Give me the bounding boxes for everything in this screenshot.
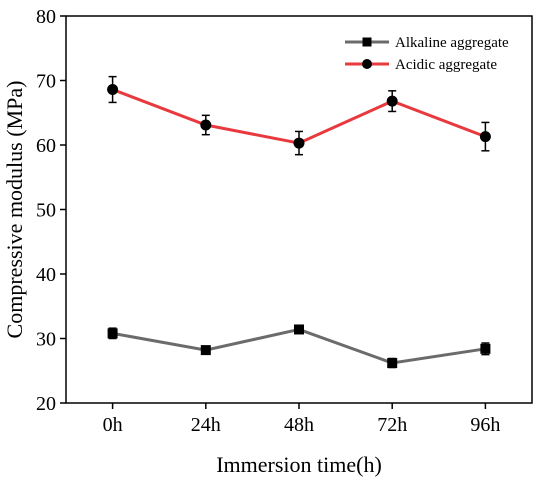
x-tick-label: 0h [103,414,123,436]
data-point [107,328,118,339]
x-axis-title: Immersion time(h) [216,452,382,477]
data-point [387,358,398,369]
y-tick-label: 50 [36,200,56,222]
data-point [107,84,119,96]
data-point [386,95,398,107]
plot-frame [65,15,533,404]
y-tick-label: 60 [36,135,56,157]
x-tick-label: 48h [284,414,314,436]
y-tick-label: 80 [36,6,56,28]
series-line [112,327,486,365]
y-tick-label: 20 [36,393,56,415]
data-point [293,137,305,149]
legend-item-1: Acidic aggregate [345,57,497,73]
data-point [479,131,491,143]
x-tick-label: 96h [470,414,500,436]
legend-label: Acidic aggregate [395,57,497,73]
legend-marker [362,59,372,69]
legend-item-0: Alkaline aggregate [345,35,509,51]
data-point [200,119,212,131]
y-axis-title: Compressive modulus (MPa) [2,81,27,339]
data-point [200,345,211,356]
x-tick-label: 72h [377,414,407,436]
series-1 [107,75,491,156]
legend-label: Alkaline aggregate [395,35,509,51]
x-tick-label: 24h [191,414,221,436]
data-point [294,324,304,335]
legend-marker [362,37,372,47]
y-tick-label: 40 [36,264,56,286]
series-0 [107,324,491,369]
data-point [480,343,491,354]
y-tick-label: 70 [36,71,56,93]
y-tick-label: 30 [36,329,56,351]
